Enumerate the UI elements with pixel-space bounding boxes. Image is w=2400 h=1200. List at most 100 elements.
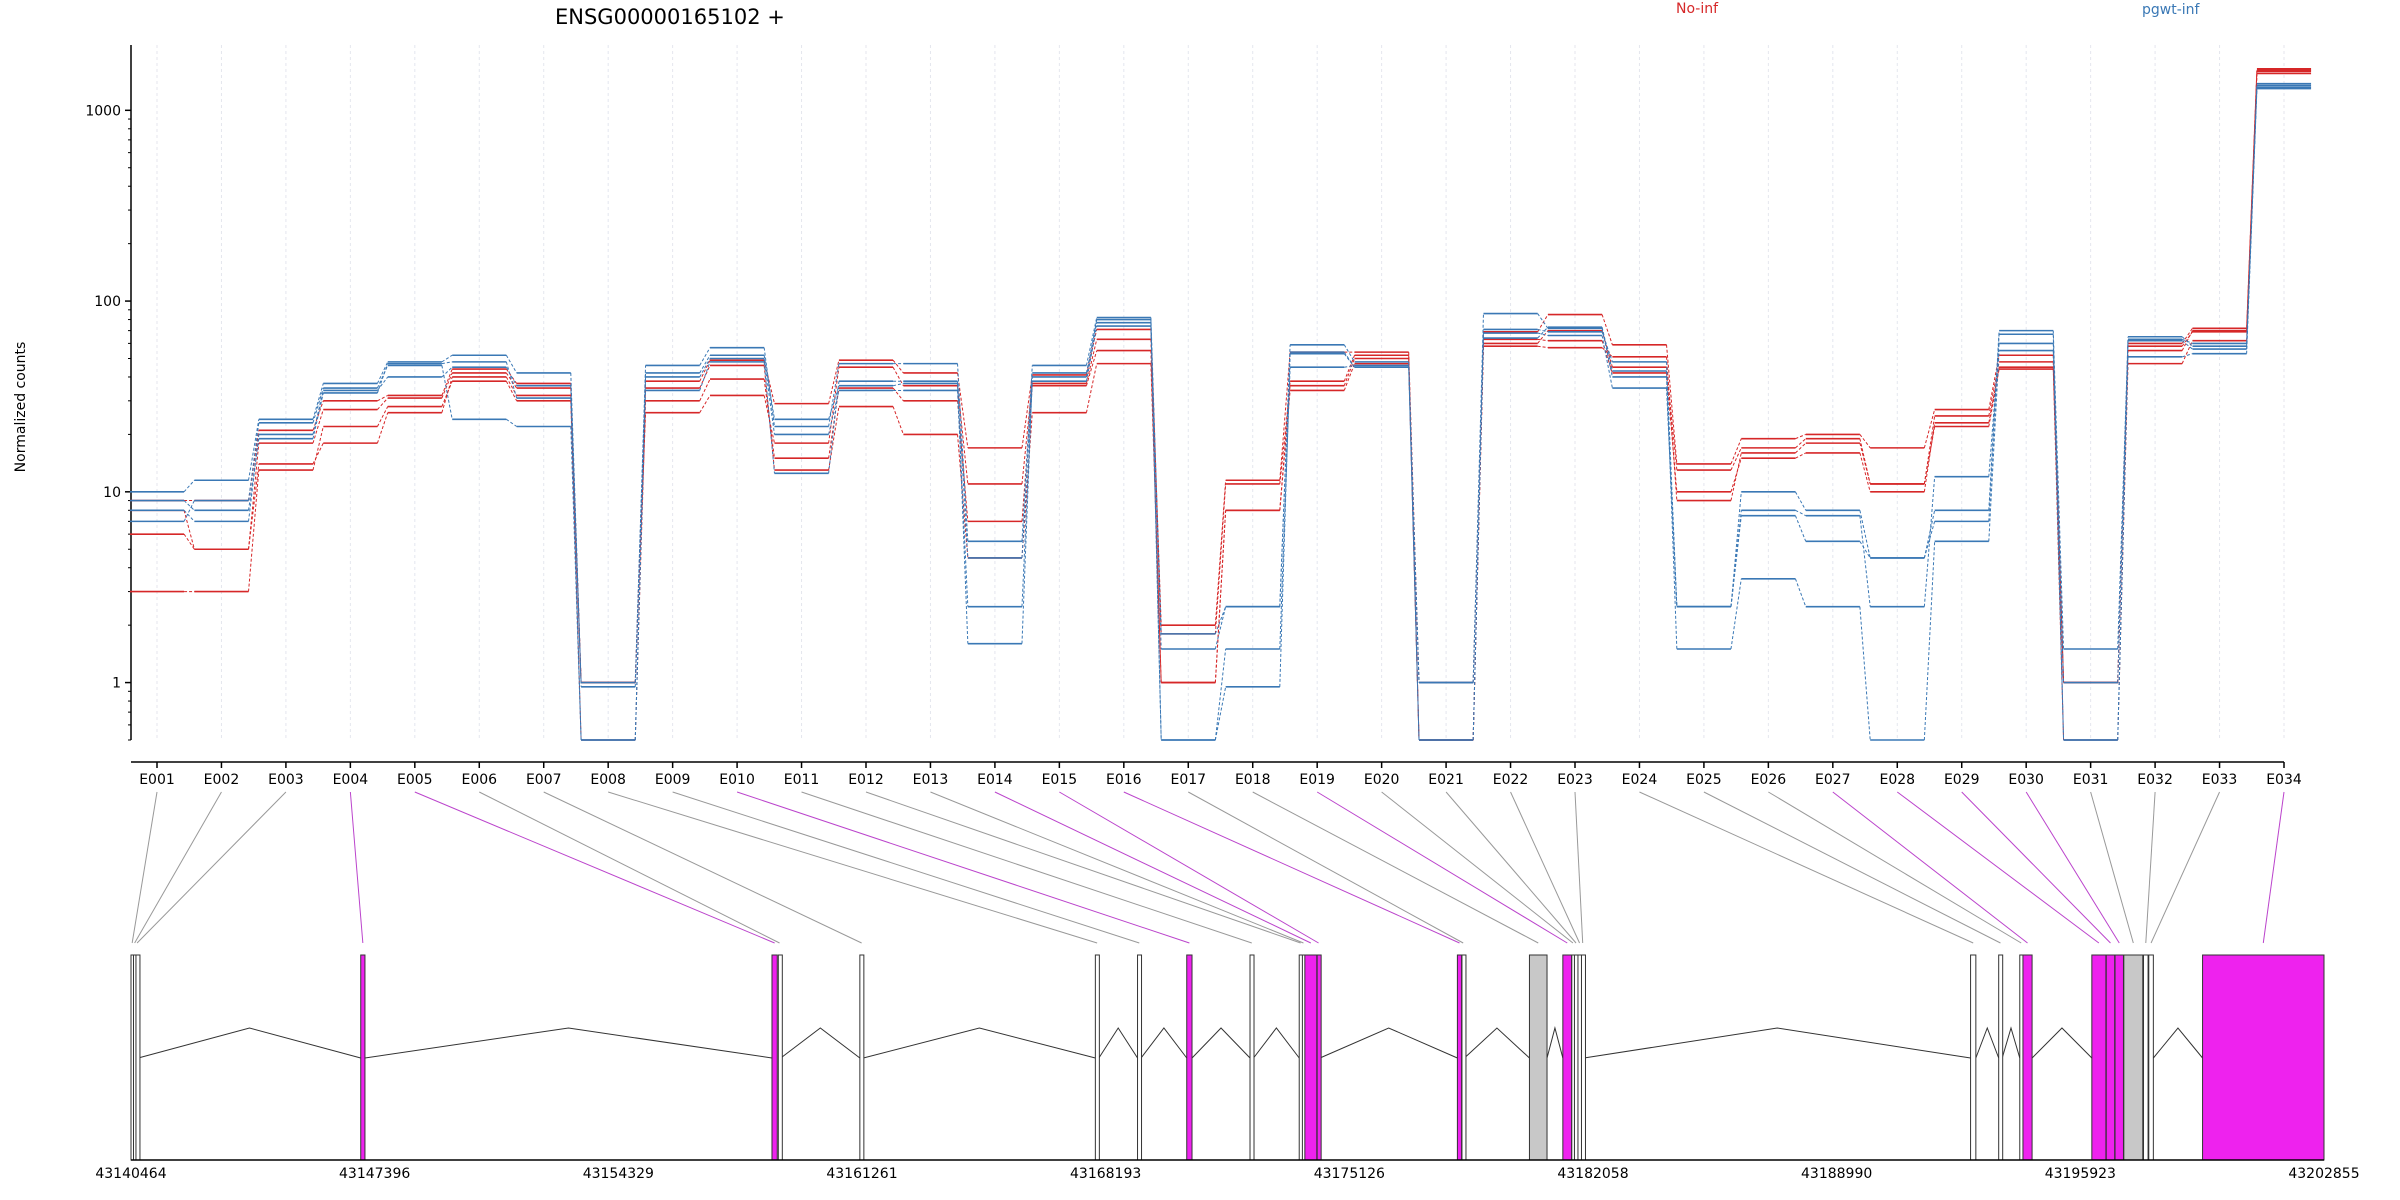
genomic-coordinate-axis: 43140464 43147396 43154329 43161261 43168193… xyxy=(95,1159,2360,1182)
transition-line xyxy=(248,463,260,550)
gene-model-track xyxy=(130,954,2325,1161)
exon-box xyxy=(2202,954,2325,1161)
transition-line xyxy=(570,398,582,741)
exon-connector xyxy=(1768,791,2022,944)
genome-tick-label: 43188990 xyxy=(1801,1166,1872,1182)
transition-line xyxy=(1794,491,1807,511)
transition-line xyxy=(634,372,647,687)
genome-tick-label: 43147396 xyxy=(339,1166,410,1182)
intron-line xyxy=(2031,1027,2093,1059)
transition-line xyxy=(1795,452,1806,459)
transition-line xyxy=(376,412,389,444)
x-tick-label: E015 xyxy=(1042,772,1078,788)
transition-line xyxy=(248,438,260,511)
transition-line xyxy=(1795,509,1806,517)
transition-line xyxy=(505,354,518,374)
y-axis-label: Normalized counts xyxy=(13,342,29,473)
transition-line xyxy=(763,361,775,474)
transition-line xyxy=(1537,328,1549,333)
transition-line xyxy=(763,347,775,427)
exon-connector xyxy=(1381,791,1574,944)
transition-line xyxy=(892,406,904,435)
transition-line xyxy=(248,422,260,501)
exon-box xyxy=(1456,954,1463,1161)
transition-line xyxy=(699,347,711,366)
transition-line xyxy=(1537,314,1549,333)
x-tick-label: E003 xyxy=(268,772,304,788)
genome-tick-label: 43168193 xyxy=(1070,1166,1141,1182)
transition-line xyxy=(699,378,711,402)
intron-line xyxy=(1319,1027,1458,1059)
transition-line xyxy=(828,385,840,420)
x-tick-label: E029 xyxy=(1944,772,1980,788)
x-tick-label: E017 xyxy=(1170,772,1206,788)
exon-box xyxy=(2022,954,2033,1161)
series-lines xyxy=(129,68,2312,741)
x-tick-label: E027 xyxy=(1815,772,1851,788)
transition-line xyxy=(1601,347,1613,358)
exon-connector xyxy=(1510,791,1580,944)
transition-line xyxy=(2052,330,2065,650)
transition-line xyxy=(248,419,260,481)
x-tick-label: E004 xyxy=(333,772,369,788)
transition-line xyxy=(1730,438,1742,465)
transition-line xyxy=(312,442,324,465)
transition-line xyxy=(1859,510,1871,559)
exon-box xyxy=(1094,954,1100,1161)
transition-line xyxy=(699,359,711,382)
x-tick-label: E021 xyxy=(1428,772,1464,788)
transition-line xyxy=(2117,339,2129,650)
genome-tick-label: 43154329 xyxy=(583,1166,654,1182)
y-tick-label: 1000 xyxy=(85,103,121,119)
exon-connector xyxy=(865,791,1301,944)
x-tick-label: E009 xyxy=(655,772,691,788)
transition-line xyxy=(1214,483,1227,634)
transition-line xyxy=(763,395,775,444)
transition-line xyxy=(1730,447,1742,471)
transition-line xyxy=(1795,433,1806,440)
x-tick-label: E011 xyxy=(784,772,820,788)
transition-line xyxy=(312,426,324,471)
transition-line xyxy=(892,366,904,386)
exon-connector xyxy=(134,791,222,944)
intron-line xyxy=(1464,1027,1530,1059)
x-tick-label: E034 xyxy=(2266,772,2302,788)
transition-line xyxy=(312,387,324,423)
exon-box xyxy=(1249,954,1255,1161)
exon-connector xyxy=(1703,791,2001,944)
exon-connector xyxy=(994,791,1312,944)
transition-line xyxy=(1666,388,1678,607)
series-no-inf xyxy=(129,69,2312,741)
transition-line xyxy=(1923,510,1936,559)
exon-box xyxy=(1562,954,1573,1161)
transition-line xyxy=(183,500,195,522)
intron-line xyxy=(1583,1027,1971,1059)
transition-line xyxy=(2181,336,2193,347)
exon-box xyxy=(2114,954,2124,1161)
transition-line xyxy=(957,363,969,542)
transition-line xyxy=(1279,367,1291,650)
exon-connector xyxy=(608,791,1098,944)
transition-line xyxy=(1537,313,1549,329)
transition-line xyxy=(183,533,195,550)
exon-connector xyxy=(479,791,780,944)
transition-line xyxy=(1214,606,1227,635)
transition-line xyxy=(892,382,904,387)
transition-line xyxy=(1795,442,1807,454)
exon-box xyxy=(360,954,366,1161)
exon-connector xyxy=(2090,791,2134,944)
transition-line xyxy=(1601,327,1613,372)
x-tick-label: E008 xyxy=(590,772,626,788)
transition-line xyxy=(1730,515,1742,607)
transition-line xyxy=(1021,365,1033,542)
transition-line xyxy=(1279,352,1291,481)
exon-box xyxy=(1461,954,1467,1161)
chart-title: ENSG00000165102 + xyxy=(555,5,785,29)
transition-line xyxy=(248,470,260,592)
exon-box xyxy=(2105,954,2116,1161)
transition-line xyxy=(312,383,324,420)
exon-box xyxy=(135,954,141,1161)
transition-line xyxy=(1214,648,1227,741)
transition-line xyxy=(1214,686,1227,741)
transition-line xyxy=(2117,340,2129,741)
